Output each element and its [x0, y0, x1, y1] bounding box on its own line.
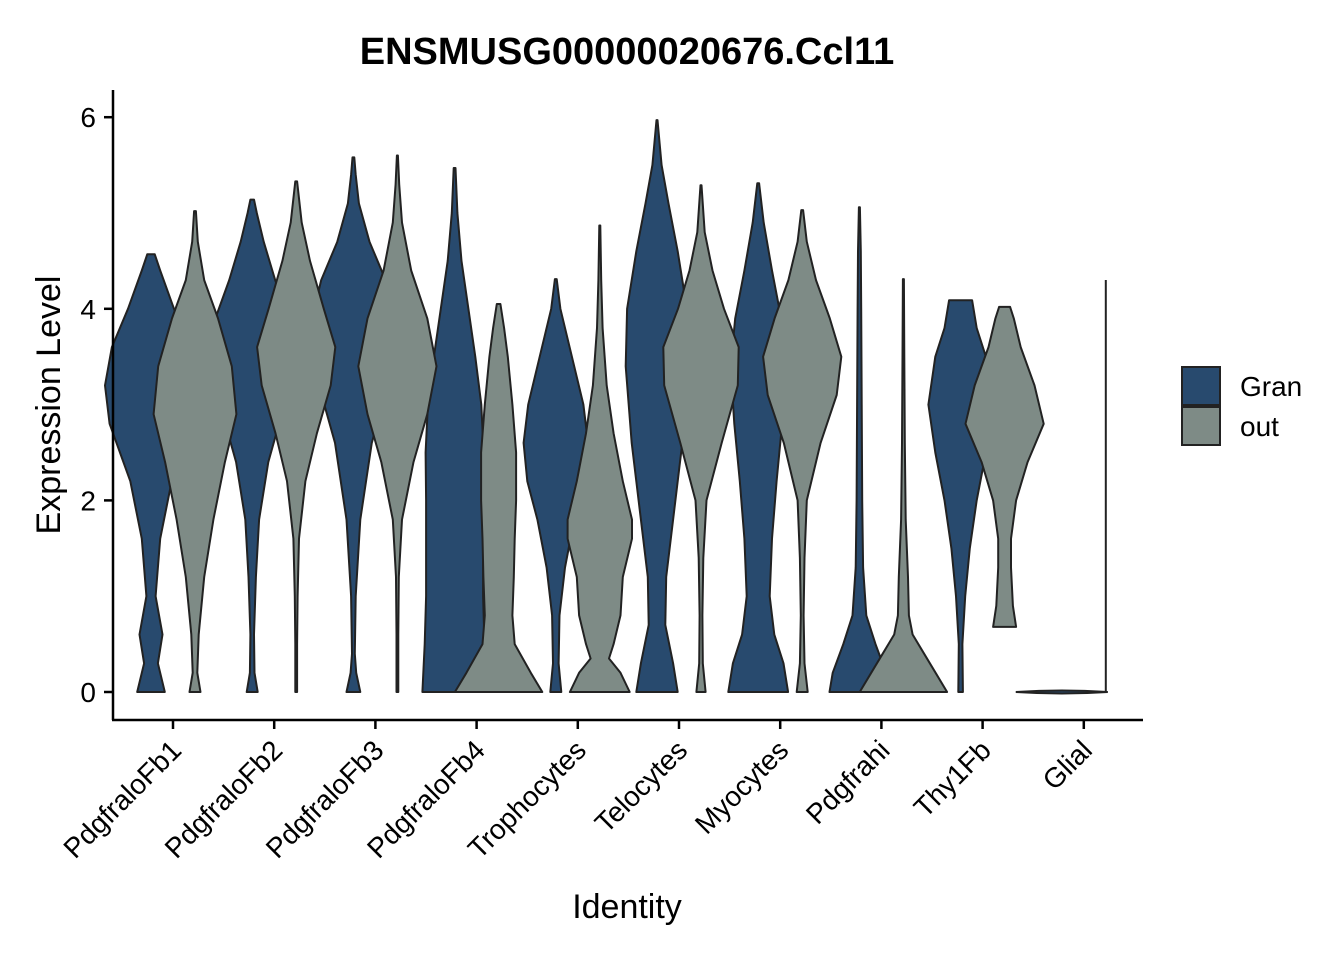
violin-out-pdgfralofb1 [152, 210, 238, 693]
violin-gran-myocytes [727, 182, 790, 693]
legend-label-gran: Gran [1240, 371, 1302, 402]
y-tick-label: 0 [80, 677, 96, 708]
y-tick-label: 4 [80, 294, 96, 325]
legend-key-out [1181, 406, 1221, 446]
x-tick-label: Thy1Fb [908, 734, 997, 823]
violin-gran-glial [1015, 689, 1108, 695]
y-tick-label: 2 [80, 485, 96, 516]
violin-out-thy1fb [964, 305, 1045, 628]
y-tick-label: 6 [80, 102, 96, 133]
violin-out-pdgfrahi [858, 278, 949, 693]
violin-out-pdgfralofb4 [453, 303, 544, 693]
x-tick-label: Pdgfrahi [800, 734, 896, 830]
legend: Gran out [1181, 366, 1302, 446]
violin-out-pdgfralofb3 [357, 154, 438, 693]
legend-key-gran [1181, 366, 1221, 406]
x-tick-label: Myocytes [689, 734, 795, 840]
x-axis-ticks: PdgfraloFb1PdgfraloFb2PdgfraloFb3Pdgfral… [57, 720, 1098, 864]
y-axis-title: Expression Level [30, 276, 68, 535]
violin-gran-pdgfrahi [828, 206, 891, 693]
violin-plot-area [104, 119, 1108, 695]
violin-gran-telocytes [624, 119, 690, 693]
legend-label-out: out [1240, 411, 1279, 442]
x-tick-label: Telocytes [589, 734, 693, 838]
violin-gran-pdgfralofb3 [308, 156, 399, 693]
violin-out-trophocytes [566, 224, 633, 693]
violin-out-telocytes [662, 184, 740, 693]
x-axis-title: Identity [572, 888, 682, 926]
chart-title: ENSMUSG00000020676.Ccl11 [360, 31, 894, 73]
violin-gran-pdgfralofb4 [421, 167, 488, 693]
violin-out-pdgfralofb2 [256, 180, 337, 693]
y-axis-ticks: 0 2 4 6 [80, 102, 113, 708]
violin-out-myocytes [762, 209, 843, 693]
x-tick-label: Glial [1037, 734, 1099, 796]
violin-gran-thy1fb [927, 299, 994, 693]
